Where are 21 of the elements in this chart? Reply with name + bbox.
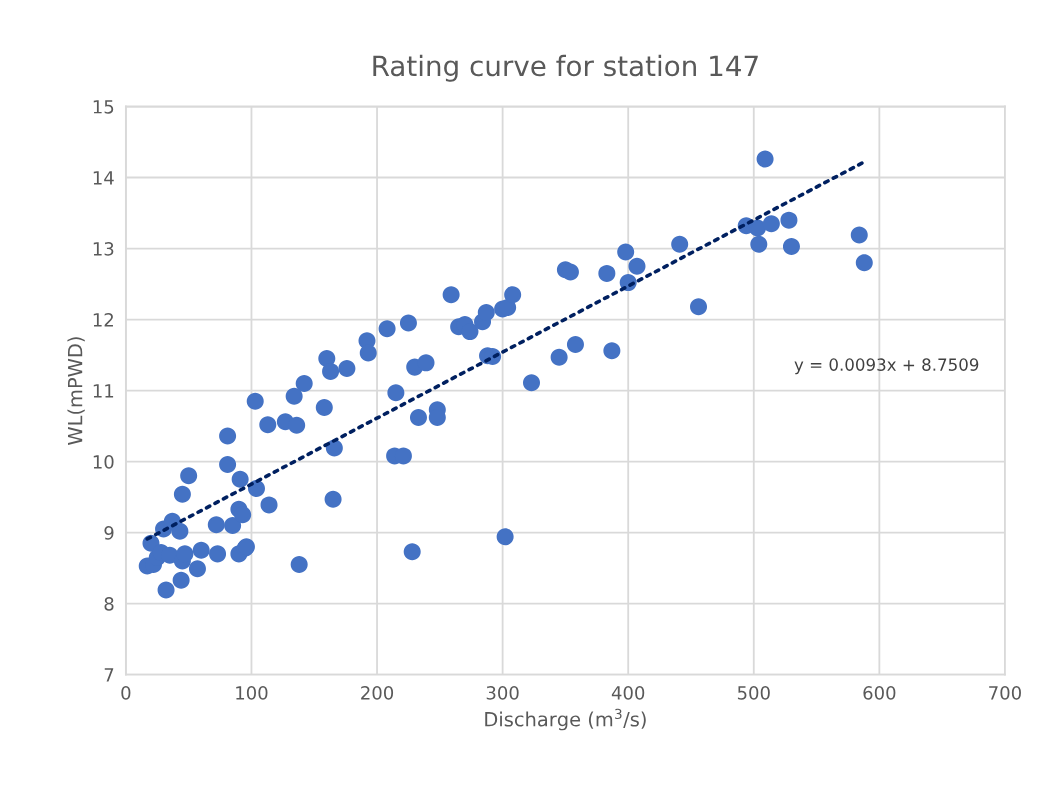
x-tick-label: 700	[989, 686, 1021, 700]
y-tick-label: 11	[93, 384, 114, 398]
x-tick-label: 400	[611, 686, 645, 700]
y-axis-title: WL(mPWD)	[67, 337, 85, 445]
y-tick-label: 13	[93, 241, 114, 256]
x-tick-label: 200	[361, 686, 394, 700]
x-tick-label: 600	[863, 686, 896, 700]
annotation: y = 0.0093x + 8.7509	[794, 358, 979, 375]
chart-title: Rating curve for station 147	[373, 54, 758, 82]
y-tick-label: 9	[104, 526, 114, 540]
x-tick-label: 500	[737, 686, 770, 700]
y-tick-label: 12	[93, 313, 113, 327]
y-tick-label: 10	[93, 455, 114, 469]
y-tick-label: 7	[104, 668, 114, 682]
x-tick-label: 300	[486, 686, 519, 700]
y-tick-label: 15	[93, 100, 114, 114]
x-tick-label: 100	[236, 686, 268, 700]
x-tick-label: 0	[121, 686, 131, 700]
y-tick-label: 8	[104, 597, 114, 611]
y-tick-label: 14	[93, 171, 114, 185]
x-axis-title: Discharge (m$^{3}$/s)	[485, 708, 646, 731]
